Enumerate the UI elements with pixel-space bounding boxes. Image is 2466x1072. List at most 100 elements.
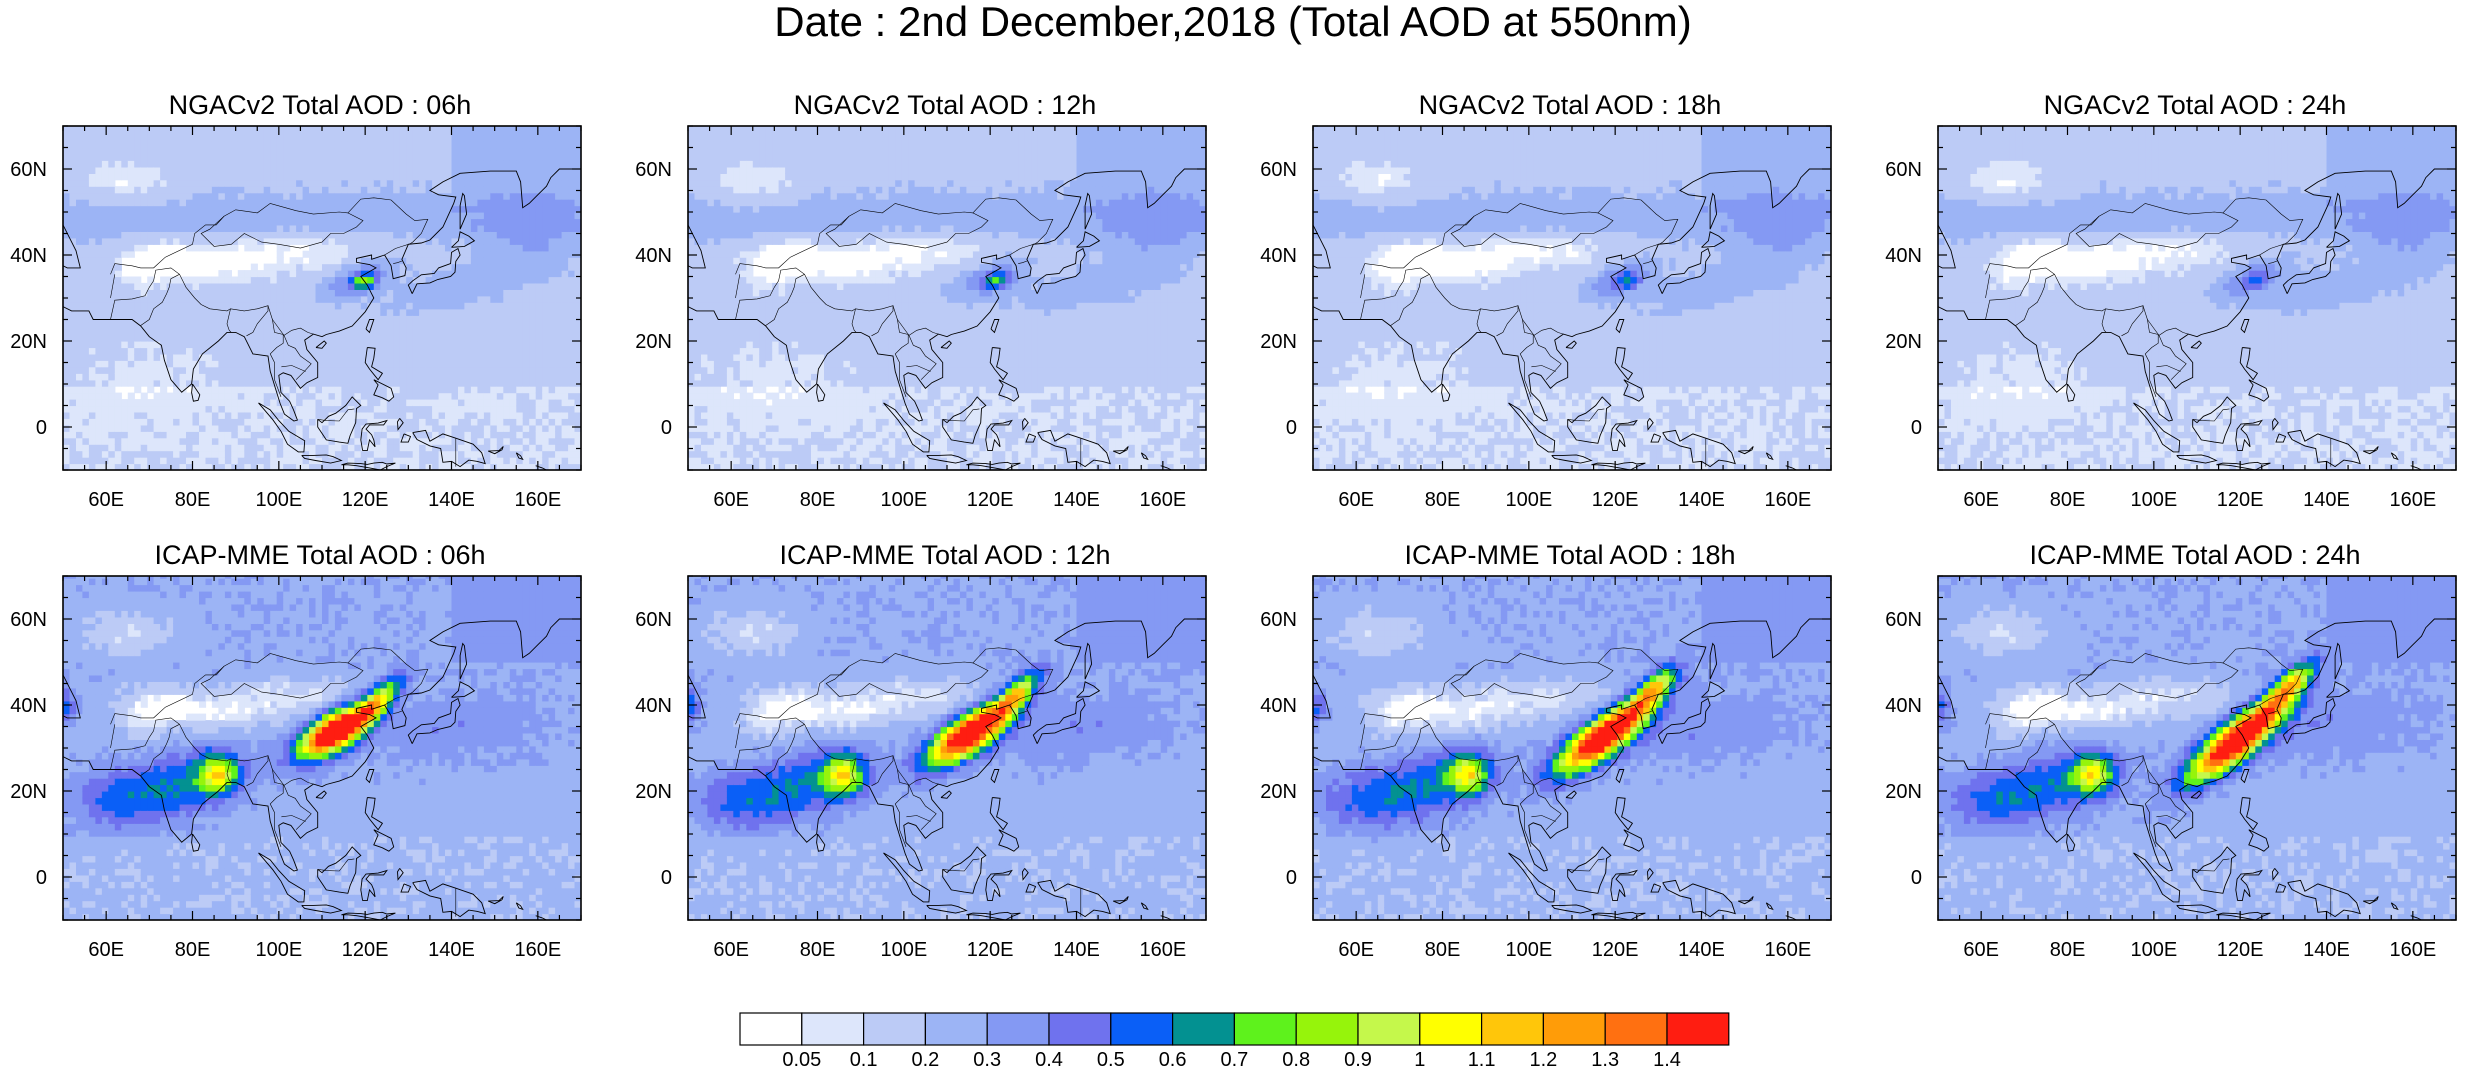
x-tick-label: 60E bbox=[713, 489, 749, 511]
y-tick-label: 20N bbox=[1885, 781, 1922, 803]
x-tick-label: 160E bbox=[514, 939, 561, 961]
aod-field bbox=[1938, 572, 2457, 921]
x-tick-label: 100E bbox=[255, 489, 302, 511]
y-tick-label: 60N bbox=[635, 159, 672, 181]
x-tick-label: 120E bbox=[1592, 489, 1639, 511]
y-tick-label: 60N bbox=[10, 609, 47, 631]
y-tick-label: 20N bbox=[1260, 781, 1297, 803]
colorbar-label: 0.5 bbox=[1097, 1049, 1125, 1067]
x-tick-label: 60E bbox=[1963, 939, 1999, 961]
x-tick-label: 160E bbox=[2389, 489, 2436, 511]
x-tick-label: 80E bbox=[175, 489, 211, 511]
x-tick-label: 140E bbox=[2303, 939, 2350, 961]
x-tick-label: 160E bbox=[514, 489, 561, 511]
y-tick-label: 40N bbox=[10, 695, 47, 717]
x-tick-label: 80E bbox=[1425, 489, 1461, 511]
x-tick-label: 60E bbox=[1963, 489, 1999, 511]
colorbar-swatch bbox=[1049, 1013, 1111, 1045]
x-tick-label: 120E bbox=[342, 489, 389, 511]
x-tick-label: 140E bbox=[1678, 489, 1725, 511]
x-tick-label: 60E bbox=[88, 489, 124, 511]
colorbar-swatch bbox=[1111, 1013, 1173, 1045]
colorbar-swatch bbox=[802, 1013, 864, 1045]
colorbar-swatch bbox=[925, 1013, 987, 1045]
x-tick-label: 120E bbox=[2217, 939, 2264, 961]
y-tick-label: 0 bbox=[1911, 417, 1922, 439]
x-tick-label: 160E bbox=[2389, 939, 2436, 961]
colorbar-label: 1.1 bbox=[1468, 1049, 1496, 1067]
y-tick-label: 40N bbox=[1885, 245, 1922, 267]
aod-field bbox=[1313, 122, 1832, 471]
y-tick-label: 20N bbox=[10, 331, 47, 353]
x-tick-label: 120E bbox=[1592, 939, 1639, 961]
y-tick-label: 20N bbox=[1260, 331, 1297, 353]
colorbar-label: 0.4 bbox=[1035, 1049, 1063, 1067]
x-tick-label: 80E bbox=[800, 489, 836, 511]
x-tick-label: 100E bbox=[1505, 939, 1552, 961]
colorbar-label: 1.2 bbox=[1529, 1049, 1557, 1067]
colorbar-label: 0.05 bbox=[782, 1049, 821, 1067]
y-tick-label: 40N bbox=[1260, 695, 1297, 717]
x-tick-label: 60E bbox=[88, 939, 124, 961]
x-tick-label: 160E bbox=[1139, 489, 1186, 511]
y-tick-label: 20N bbox=[1885, 331, 1922, 353]
x-tick-label: 120E bbox=[967, 489, 1014, 511]
y-tick-label: 20N bbox=[10, 781, 47, 803]
colorbar-swatch bbox=[864, 1013, 926, 1045]
y-tick-label: 40N bbox=[635, 245, 672, 267]
x-tick-label: 140E bbox=[428, 489, 475, 511]
x-tick-label: 80E bbox=[800, 939, 836, 961]
x-tick-label: 100E bbox=[880, 489, 927, 511]
colorbar-label: 1 bbox=[1414, 1049, 1425, 1067]
y-tick-label: 60N bbox=[10, 159, 47, 181]
x-tick-label: 120E bbox=[967, 939, 1014, 961]
y-tick-label: 0 bbox=[1286, 867, 1297, 889]
colorbar-swatch bbox=[1543, 1013, 1605, 1045]
colorbar-swatch bbox=[740, 1013, 802, 1045]
x-tick-label: 60E bbox=[713, 939, 749, 961]
x-tick-label: 160E bbox=[1764, 489, 1811, 511]
colorbar-label: 1.3 bbox=[1591, 1049, 1619, 1067]
x-tick-label: 100E bbox=[2130, 489, 2177, 511]
colorbar-swatch bbox=[1173, 1013, 1235, 1045]
colorbar-label: 1.4 bbox=[1653, 1049, 1681, 1067]
aod-field bbox=[1938, 122, 2457, 471]
y-tick-label: 60N bbox=[1260, 609, 1297, 631]
colorbar-label: 0.1 bbox=[850, 1049, 878, 1067]
x-tick-label: 140E bbox=[1053, 489, 1100, 511]
y-tick-label: 60N bbox=[1260, 159, 1297, 181]
x-tick-label: 80E bbox=[2050, 939, 2086, 961]
x-tick-label: 140E bbox=[1678, 939, 1725, 961]
x-tick-label: 160E bbox=[1764, 939, 1811, 961]
colorbar-swatch bbox=[1667, 1013, 1729, 1045]
x-tick-label: 100E bbox=[255, 939, 302, 961]
y-tick-label: 40N bbox=[10, 245, 47, 267]
y-tick-label: 0 bbox=[661, 417, 672, 439]
y-tick-label: 40N bbox=[1885, 695, 1922, 717]
y-tick-label: 40N bbox=[635, 695, 672, 717]
x-tick-label: 100E bbox=[2130, 939, 2177, 961]
colorbar-label: 0.8 bbox=[1282, 1049, 1310, 1067]
colorbar-label: 0.2 bbox=[911, 1049, 939, 1067]
aod-field bbox=[688, 122, 1207, 471]
x-tick-label: 100E bbox=[880, 939, 927, 961]
x-tick-label: 140E bbox=[1053, 939, 1100, 961]
colorbar-label: 0.7 bbox=[1220, 1049, 1248, 1067]
colorbar-swatch bbox=[1296, 1013, 1358, 1045]
